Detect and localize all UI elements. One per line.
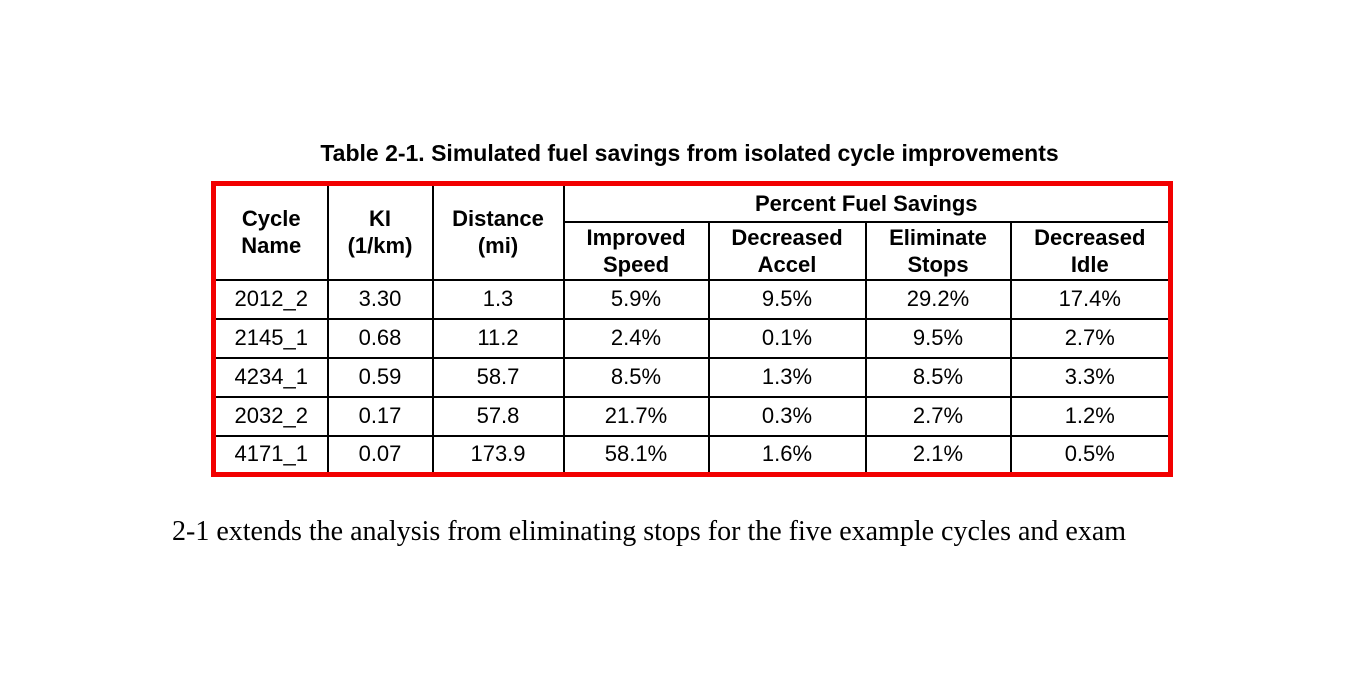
cell-ki: 0.59 — [326, 356, 434, 398]
table-row: 4171_1 0.07 173.9 58.1% 1.6% 2.1% 0.5% — [212, 434, 1172, 476]
cell-decreased-accel: 9.5% — [707, 278, 867, 320]
cell-ki: 3.30 — [326, 278, 434, 320]
cell-decreased-accel: 1.3% — [707, 356, 867, 398]
table-row: 4234_1 0.59 58.7 8.5% 1.3% 8.5% 3.3% — [212, 356, 1172, 398]
header-percent-fuel-savings: Percent Fuel Savings — [562, 182, 1172, 223]
cell-improved-speed: 8.5% — [562, 356, 710, 398]
header-eliminate-stops: Eliminate Stops — [864, 220, 1012, 281]
cell-ki: 0.68 — [326, 317, 434, 359]
header-improved-speed: Improved Speed — [562, 220, 710, 281]
cell-cycle-name: 4234_1 — [212, 356, 329, 398]
header-row-sub: Improved Speed Decreased Accel Eliminate… — [214, 220, 1172, 281]
table-row: 2032_2 0.17 57.8 21.7% 0.3% 2.7% 1.2% — [212, 395, 1172, 437]
table-row: 2145_1 0.68 11.2 2.4% 0.1% 9.5% 2.7% — [212, 317, 1172, 359]
cell-ki: 0.17 — [326, 395, 434, 437]
cell-distance: 57.8 — [431, 395, 565, 437]
header-decreased-accel: Decreased Accel — [707, 220, 867, 281]
header-decreased-idle: Decreased Idle — [1009, 220, 1172, 281]
cell-decreased-idle: 0.5% — [1009, 434, 1172, 476]
cell-eliminate-stops: 9.5% — [864, 317, 1012, 359]
cell-decreased-accel: 0.1% — [707, 317, 867, 359]
cell-decreased-idle: 1.2% — [1009, 395, 1172, 437]
cell-cycle-name: 2032_2 — [212, 395, 329, 437]
cell-improved-speed: 5.9% — [562, 278, 710, 320]
cell-eliminate-stops: 2.1% — [864, 434, 1012, 476]
header-ki: KI (1/km) — [326, 182, 434, 281]
cell-eliminate-stops: 8.5% — [864, 356, 1012, 398]
cell-distance: 1.3 — [431, 278, 565, 320]
cell-cycle-name: 2012_2 — [212, 278, 329, 320]
table-caption: Table 2-1. Simulated fuel savings from i… — [320, 140, 1059, 166]
cell-cycle-name: 2145_1 — [212, 317, 329, 359]
header-row-group: Cycle Name KI (1/km) Distance (mi) Perce… — [212, 182, 1172, 281]
cell-distance: 58.7 — [431, 356, 565, 398]
cell-distance: 173.9 — [431, 434, 565, 476]
table-row: 2012_2 3.30 1.3 5.9% 9.5% 29.2% 17.4% — [212, 278, 1172, 320]
cell-decreased-accel: 1.6% — [707, 434, 867, 476]
cell-improved-speed: 21.7% — [562, 395, 710, 437]
cell-cycle-name: 4171_1 — [212, 434, 329, 476]
cell-improved-speed: 2.4% — [562, 317, 710, 359]
cell-ki: 0.07 — [326, 434, 434, 476]
header-cycle-name: Cycle Name — [212, 182, 329, 281]
cell-distance: 11.2 — [431, 317, 565, 359]
cell-eliminate-stops: 2.7% — [864, 395, 1012, 437]
fuel-savings-table: Cycle Name KI (1/km) Distance (mi) Perce… — [211, 181, 1174, 477]
cell-decreased-idle: 17.4% — [1009, 278, 1172, 320]
cell-improved-speed: 58.1% — [562, 434, 710, 476]
header-distance: Distance (mi) — [431, 182, 565, 281]
cell-eliminate-stops: 29.2% — [864, 278, 1012, 320]
body-text-line: 2-1 extends the analysis from eliminatin… — [172, 516, 1127, 547]
cell-decreased-accel: 0.3% — [707, 395, 867, 437]
cell-decreased-idle: 3.3% — [1009, 356, 1172, 398]
cell-decreased-idle: 2.7% — [1009, 317, 1172, 359]
